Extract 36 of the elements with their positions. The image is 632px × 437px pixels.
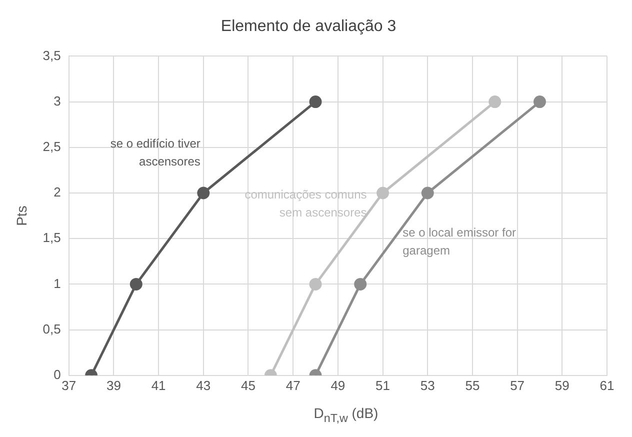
y-tick-label: 1,5: [42, 230, 61, 246]
point: [488, 96, 502, 108]
point: [421, 186, 434, 200]
y-tick-label: 2: [54, 184, 61, 200]
x-tick-label: 47: [286, 378, 300, 393]
x-tick-label: 59: [554, 378, 570, 393]
point: [354, 278, 367, 290]
point: [309, 96, 322, 108]
y-tick-label: 2,5: [42, 138, 61, 154]
point: [533, 96, 546, 108]
point: [130, 278, 142, 290]
y-axis-title: Pts: [13, 206, 30, 226]
x-tick-label: 57: [510, 378, 525, 393]
point: [376, 186, 390, 200]
x-tick-label: 39: [106, 378, 121, 393]
x-tick-label: 51: [376, 378, 390, 393]
y-tick-label: 3: [54, 93, 61, 108]
series-label: se o local emissor for garagem: [402, 225, 516, 258]
x-tick-label: 53: [420, 378, 435, 393]
series-label: comunicações comuns sem ascensores: [244, 187, 367, 220]
x-tick-label: 61: [600, 378, 614, 393]
y-tick-label: 0,5: [42, 321, 61, 336]
y-tick-label: 3,5: [42, 48, 61, 63]
series-label: se o edifício tiver ascensores: [110, 136, 200, 168]
x-tick-label: 55: [465, 378, 480, 393]
x-axis-title: D$_{nT,w}$ (dB): [312, 405, 380, 425]
y-tick-label: 0: [54, 366, 61, 382]
x-tick-label: 45: [241, 378, 256, 393]
chart-title: Elemento de avaliação 3: [220, 18, 396, 36]
x-tick-label: 41: [151, 378, 166, 393]
x-tick-label: 37: [62, 378, 76, 393]
x-tick-label: 43: [196, 378, 211, 393]
point: [197, 186, 210, 200]
point: [309, 278, 322, 290]
x-tick-label: 49: [330, 378, 346, 393]
y-tick-label: 1: [54, 276, 61, 291]
